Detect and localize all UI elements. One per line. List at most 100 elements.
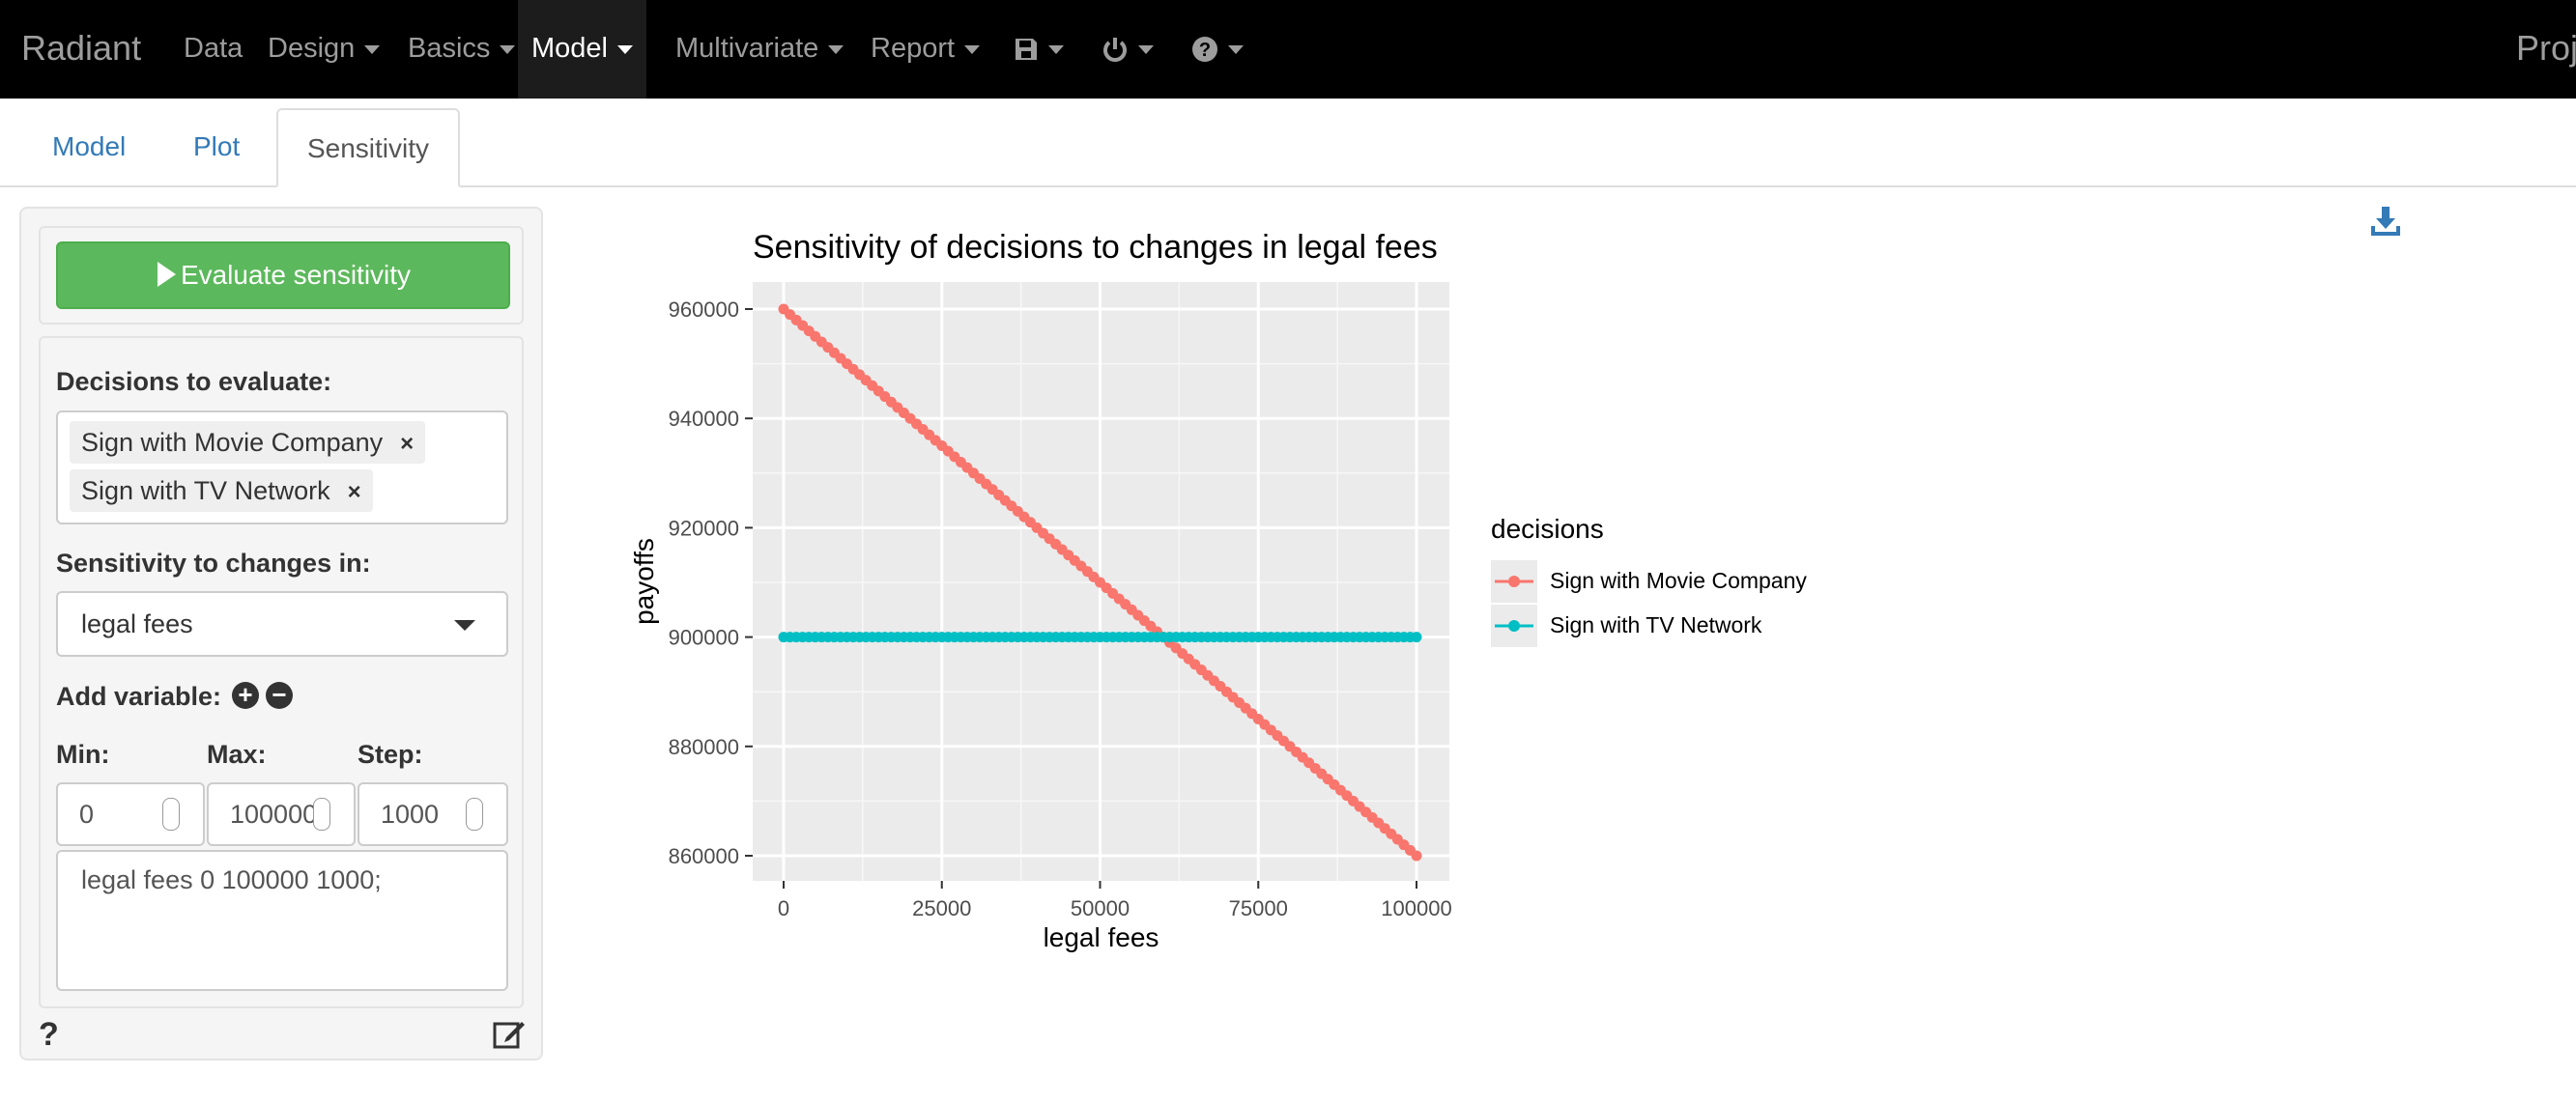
data-point: [873, 385, 884, 397]
data-point: [911, 632, 923, 643]
spinner-icon[interactable]: [162, 798, 180, 831]
data-point: [1246, 708, 1258, 720]
data-point: [1291, 632, 1302, 643]
data-point: [1024, 632, 1036, 643]
data-point: [1132, 609, 1144, 621]
project-menu[interactable]: Proj: [2516, 28, 2576, 68]
data-point: [1202, 632, 1214, 643]
data-point: [835, 632, 846, 643]
spinner-icon[interactable]: [313, 798, 330, 831]
data-point: [1277, 632, 1289, 643]
data-point: [1164, 636, 1176, 648]
tab-sensitivity[interactable]: Sensitivity: [276, 108, 460, 187]
nav-model[interactable]: Model: [518, 0, 646, 99]
x-tick-label: 25000: [912, 896, 971, 920]
data-point: [924, 429, 935, 440]
decisions-label: Decisions to evaluate:: [56, 367, 332, 396]
data-point: [1404, 844, 1416, 856]
tab-plot[interactable]: Plot: [193, 131, 241, 161]
data-point: [1138, 632, 1150, 643]
spec-text: legal fees 0 100000 1000;: [81, 865, 382, 894]
question-icon[interactable]: ?: [39, 1016, 59, 1053]
data-point: [1303, 757, 1315, 769]
data-point: [981, 632, 992, 643]
y-tick-label: 880000: [669, 735, 739, 759]
data-point: [1334, 784, 1346, 796]
nav-power[interactable]: [1102, 0, 1154, 99]
data-point: [1322, 632, 1333, 643]
data-point: [885, 632, 897, 643]
nav-design[interactable]: Design: [268, 0, 381, 99]
data-point: [816, 632, 827, 643]
max-input[interactable]: 100000: [207, 782, 356, 846]
nav-data[interactable]: Data: [184, 33, 243, 64]
data-point: [810, 330, 821, 342]
data-point: [1113, 632, 1125, 643]
nav-basics[interactable]: Basics: [408, 0, 516, 99]
data-point: [1316, 768, 1328, 779]
data-point: [1006, 500, 1017, 512]
data-point: [1012, 505, 1023, 517]
data-point: [942, 445, 954, 457]
remove-icon[interactable]: ×: [347, 479, 361, 505]
sensitivity-select[interactable]: legal fees: [56, 591, 508, 657]
data-point: [1018, 511, 1030, 523]
spec-textarea[interactable]: legal fees 0 100000 1000;: [56, 850, 508, 991]
data-point: [1265, 632, 1276, 643]
data-point: [898, 632, 909, 643]
decision-chip-movie[interactable]: Sign with Movie Company ×: [70, 421, 426, 464]
data-point: [1113, 593, 1125, 605]
x-tick-label: 50000: [1071, 896, 1130, 920]
max-input-value: 100000: [230, 800, 318, 829]
nav-save[interactable]: [1014, 0, 1064, 99]
data-point: [1132, 632, 1144, 643]
decision-chip-label: Sign with Movie Company: [81, 428, 384, 457]
data-point: [835, 353, 846, 364]
nav-report-label: Report: [871, 33, 956, 64]
brand-logo[interactable]: Radiant: [21, 28, 142, 68]
data-point: [917, 424, 929, 436]
data-point: [1297, 751, 1308, 763]
data-point: [1075, 632, 1087, 643]
remove-icon[interactable]: ×: [400, 431, 415, 457]
data-point: [936, 440, 948, 451]
data-point: [993, 489, 1005, 500]
data-point: [1120, 632, 1131, 643]
data-point: [961, 632, 973, 643]
data-point: [1227, 632, 1239, 643]
tab-model[interactable]: Model: [52, 131, 127, 161]
data-point: [1234, 632, 1245, 643]
nav-report[interactable]: Report: [871, 0, 981, 99]
data-point: [942, 632, 954, 643]
minus-circle-icon[interactable]: −: [266, 682, 293, 709]
evaluate-sensitivity-button[interactable]: Evaluate sensitivity: [56, 241, 510, 309]
legend-label: Sign with Movie Company: [1550, 568, 1807, 593]
data-point: [1341, 790, 1353, 802]
data-point: [1215, 681, 1226, 693]
min-input[interactable]: 0: [56, 782, 205, 846]
data-point: [1095, 577, 1105, 588]
data-point: [1366, 811, 1378, 823]
plus-circle-icon[interactable]: +: [232, 682, 259, 709]
data-point: [1221, 632, 1232, 643]
nav-help[interactable]: ?: [1191, 0, 1244, 99]
nav-multivariate[interactable]: Multivariate: [675, 0, 844, 99]
data-point: [955, 632, 966, 643]
edit-icon[interactable]: [493, 1018, 526, 1049]
x-tick-label: 100000: [1381, 896, 1451, 920]
spinner-icon[interactable]: [466, 798, 483, 831]
data-point: [1164, 632, 1176, 643]
data-point: [778, 303, 789, 315]
data-point: [854, 632, 866, 643]
download-icon[interactable]: [2369, 205, 2402, 238]
decision-chip-label: Sign with TV Network: [81, 476, 330, 505]
data-point: [1227, 692, 1239, 703]
data-point: [1272, 729, 1283, 741]
data-point: [1145, 620, 1157, 632]
data-point: [1240, 702, 1251, 714]
chevron-down-icon: [1228, 44, 1244, 54]
data-point: [778, 632, 789, 643]
data-point: [1379, 823, 1390, 834]
decision-chip-tv[interactable]: Sign with TV Network ×: [70, 469, 373, 512]
step-input[interactable]: 1000: [358, 782, 508, 846]
